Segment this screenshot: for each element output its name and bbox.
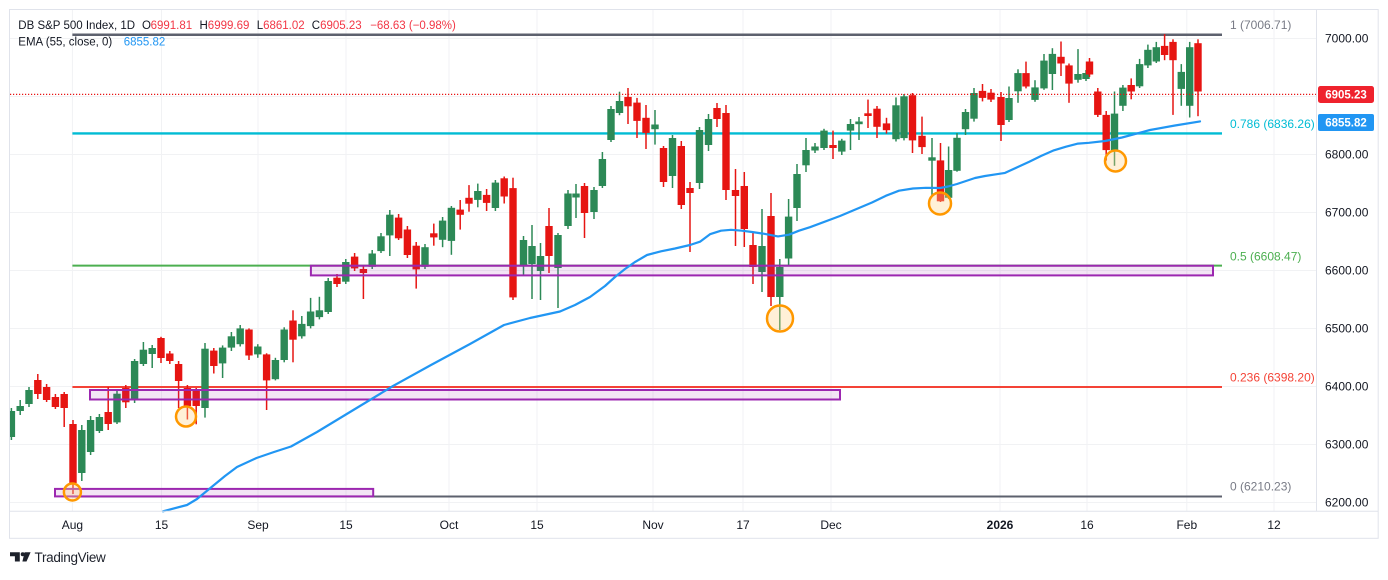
svg-text:6600.00: 6600.00 [1325,264,1369,278]
svg-text:6991.81: 6991.81 [151,20,193,32]
svg-text:6500.00: 6500.00 [1325,322,1369,336]
svg-text:15: 15 [339,518,353,532]
svg-text:6861.02: 6861.02 [263,20,305,32]
svg-text:Oct: Oct [440,518,459,532]
svg-text:0.786 (6836.26): 0.786 (6836.26) [1230,117,1315,131]
svg-text:6905.23: 6905.23 [320,20,362,32]
svg-text:6999.69: 6999.69 [208,20,250,32]
svg-text:Dec: Dec [820,518,841,532]
svg-text:6855.82: 6855.82 [1325,118,1367,130]
svg-text:O: O [142,20,151,32]
svg-text:Aug: Aug [62,518,83,532]
svg-text:15: 15 [530,518,544,532]
svg-text:EMA (55, close, 0): EMA (55, close, 0) [18,37,112,49]
svg-text:6905.23: 6905.23 [1325,90,1367,102]
svg-text:0.236 (6398.20): 0.236 (6398.20) [1230,371,1315,385]
svg-text:16: 16 [1080,518,1094,532]
svg-text:DB S&P 500 Index, 1D: DB S&P 500 Index, 1D [18,20,135,32]
svg-text:C: C [312,20,320,32]
svg-text:12: 12 [1267,518,1281,532]
svg-text:H: H [200,20,208,32]
svg-text:17: 17 [736,518,750,532]
svg-text:6800.00: 6800.00 [1325,148,1369,162]
svg-text:Nov: Nov [642,518,663,532]
svg-text:7000.00: 7000.00 [1325,32,1369,46]
svg-text:6300.00: 6300.00 [1325,438,1369,452]
svg-text:6400.00: 6400.00 [1325,380,1369,394]
svg-text:L: L [257,20,264,32]
svg-text:Sep: Sep [247,518,269,532]
svg-text:15: 15 [155,518,169,532]
svg-text:6700.00: 6700.00 [1325,206,1369,220]
svg-text:6200.00: 6200.00 [1325,496,1369,510]
svg-text:1 (7006.71): 1 (7006.71) [1230,18,1291,32]
svg-text:Feb: Feb [1176,518,1197,532]
svg-text:TradingView: TradingView [35,550,107,565]
svg-text:0.5 (6608.47): 0.5 (6608.47) [1230,249,1301,263]
svg-text:2026: 2026 [987,518,1014,532]
svg-text:0 (6210.23): 0 (6210.23) [1230,479,1291,493]
svg-text:−68.63 (−0.98%): −68.63 (−0.98%) [370,20,456,32]
svg-text:6855.82: 6855.82 [124,37,166,49]
